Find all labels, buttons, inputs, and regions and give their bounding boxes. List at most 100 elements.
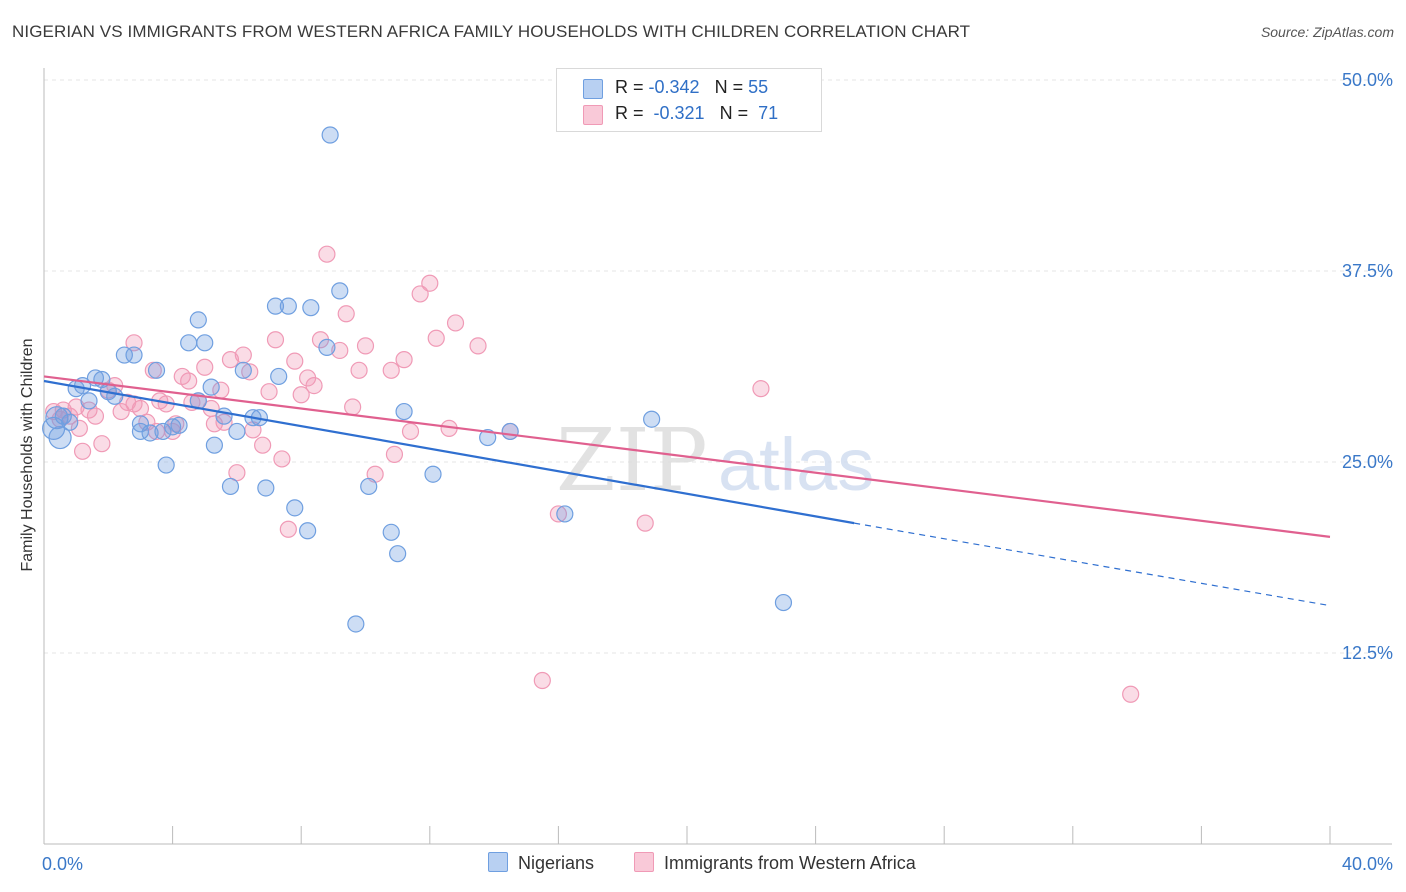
- immigrants-point-66: [549, 505, 568, 523]
- immigrants-point-41: [273, 450, 291, 468]
- bottom-legend-swatch-nigerians: [488, 852, 508, 872]
- immigrants-point-67: [533, 671, 551, 690]
- immigrants-point-32: [215, 413, 233, 431]
- immigrants-point-51: [344, 398, 362, 416]
- nigerian-point-38: [286, 499, 304, 517]
- nigerian-point-39: [299, 522, 317, 540]
- grid-lines: [44, 79, 1392, 654]
- nigerian-point-27: [205, 436, 223, 454]
- immigrants-point-64: [469, 337, 487, 355]
- tick-labels: 12.5% 25.0% 37.5% 50.0% 0.0% 40.0%: [42, 70, 1393, 874]
- nigerian-point-11: [106, 387, 124, 405]
- immigrants-point-58: [401, 422, 420, 441]
- immigrants-point-48: [318, 245, 336, 263]
- immigrants-point-12: [112, 402, 130, 421]
- y-tick-label-3: 50.0%: [1342, 70, 1393, 90]
- nigerian-point-22: [180, 334, 198, 352]
- immigrants-point-42: [279, 520, 297, 538]
- immigrants-point-8: [86, 407, 105, 425]
- nigerian-point-44: [347, 615, 365, 633]
- nigerian-point-50: [479, 428, 497, 447]
- legend-text-nigerians: R = -0.342 N = 55: [615, 77, 769, 97]
- legend-swatch-nigerians: [583, 79, 603, 99]
- series-nigerians-points: [42, 126, 793, 633]
- legend-swatch-immigrants: [583, 105, 603, 125]
- legend-row-immigrants: R = -0.321 N = 71: [557, 101, 821, 129]
- nigerian-point-37: [279, 297, 297, 315]
- bottom-legend-label-nigerians: Nigerians: [518, 853, 595, 873]
- immigrants-point-9: [93, 435, 111, 453]
- immigrants-point-35: [234, 346, 252, 364]
- immigrants-point-43: [286, 352, 304, 370]
- bottom-legend-swatch-immigrants: [634, 852, 654, 872]
- bottom-legend-label-immigrants: Immigrants from Western Africa: [664, 853, 916, 873]
- nigerian-point-17: [147, 361, 166, 379]
- immigrants-point-55: [382, 361, 400, 379]
- immigrants-point-6: [73, 442, 92, 460]
- nigerian-point-3: [54, 407, 72, 425]
- nigerian-point-30: [228, 422, 246, 441]
- nigerian-point-18: [154, 422, 172, 441]
- nigerian-point-47: [389, 545, 407, 563]
- immigrants-point-33: [221, 351, 240, 369]
- nigerian-point-4: [61, 413, 79, 431]
- immigrants-point-16: [131, 399, 150, 418]
- nigerian-point-49: [424, 465, 442, 483]
- immigrants-point-57: [395, 351, 413, 369]
- legend-row-nigerians: R = -0.342 N = 55: [557, 75, 821, 103]
- immigrants-point-5: [70, 419, 88, 437]
- nigerian-point-48: [395, 402, 413, 421]
- legend-text-immigrants: R = -0.321 N = 71: [615, 103, 779, 123]
- nigerian-point-42: [321, 126, 339, 144]
- bottom-legend-nigerians: Nigerians: [488, 852, 594, 874]
- nigerian-point-21: [170, 416, 188, 434]
- nigerian-point-36: [270, 367, 288, 386]
- nigerian-point-24: [189, 311, 207, 329]
- y-tick-label-0: 12.5%: [1342, 643, 1393, 663]
- nigerian-point-51: [501, 422, 519, 441]
- nigerians-trend-line: [43, 379, 855, 525]
- nigerian-point-7: [80, 392, 98, 410]
- immigrants-point-44: [292, 386, 310, 404]
- immigrants-point-59: [411, 285, 429, 303]
- immigrants-point-7: [80, 401, 98, 419]
- immigrants-point-34: [228, 464, 246, 482]
- immigrants-point-60: [421, 274, 439, 292]
- y-tick-label-1: 25.0%: [1342, 452, 1393, 472]
- nigerian-point-35: [266, 297, 285, 315]
- immigrants-point-70: [1122, 685, 1140, 703]
- correlation-legend: R = -0.342 N = 55 R = -0.321 N = 71: [556, 68, 822, 132]
- immigrants-point-52: [350, 361, 368, 379]
- nigerian-point-31: [234, 361, 252, 379]
- nigerian-point-53: [643, 410, 661, 428]
- nigerian-point-46: [382, 523, 400, 541]
- immigrants-point-53: [356, 337, 375, 355]
- immigrants-point-68: [636, 514, 654, 532]
- watermark-zip: ZIP: [556, 411, 708, 511]
- immigrants-point-36: [241, 363, 259, 381]
- immigrants-point-38: [254, 436, 272, 454]
- immigrants-point-49: [331, 341, 349, 360]
- immigrants-point-56: [385, 445, 404, 463]
- series-immigrants-points: [45, 245, 1140, 703]
- trend-lines: [43, 375, 1331, 607]
- immigrants-point-69: [752, 380, 770, 398]
- nigerian-point-12: [115, 346, 133, 364]
- immigrants-point-62: [446, 314, 465, 332]
- immigrants-point-25: [180, 372, 198, 390]
- nigerian-point-2: [48, 425, 72, 450]
- nigerians-trend-extension: [854, 522, 1331, 607]
- nigerian-point-16: [141, 424, 159, 442]
- immigrants-point-40: [266, 331, 285, 349]
- nigerian-point-26: [202, 378, 220, 396]
- nigerian-point-40: [302, 299, 320, 317]
- axes: [43, 68, 1392, 845]
- nigerian-point-19: [157, 456, 175, 474]
- nigerian-point-45: [360, 477, 378, 496]
- nigerian-point-34: [257, 479, 275, 497]
- x-tick-label-max: 40.0%: [1342, 854, 1393, 874]
- nigerian-point-29: [221, 477, 240, 496]
- chart-title: NIGERIAN VS IMMIGRANTS FROM WESTERN AFRI…: [12, 22, 971, 41]
- nigerian-point-25: [196, 334, 214, 352]
